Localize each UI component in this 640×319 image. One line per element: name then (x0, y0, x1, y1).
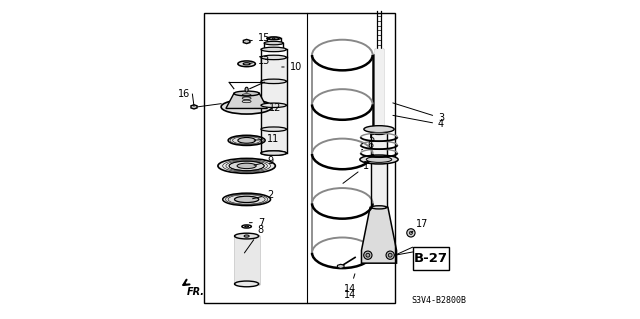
Circle shape (410, 231, 413, 234)
Bar (261, 57, 287, 153)
Ellipse shape (267, 37, 281, 40)
Ellipse shape (221, 100, 272, 114)
Ellipse shape (264, 41, 284, 45)
Text: 9: 9 (254, 156, 273, 166)
Text: S3V4-B2800B: S3V4-B2800B (412, 296, 467, 305)
Ellipse shape (223, 193, 271, 206)
Text: 5: 5 (362, 134, 374, 144)
Text: 3: 3 (393, 103, 444, 123)
Ellipse shape (245, 87, 248, 92)
Text: 16: 16 (177, 89, 190, 99)
Ellipse shape (261, 79, 287, 84)
Bar (234, 236, 259, 284)
Ellipse shape (371, 206, 387, 209)
Ellipse shape (234, 233, 259, 239)
Polygon shape (337, 264, 344, 269)
Text: 12: 12 (254, 103, 282, 114)
Text: 15: 15 (250, 33, 270, 43)
Ellipse shape (371, 130, 387, 135)
Ellipse shape (242, 225, 252, 228)
Text: 14: 14 (344, 274, 356, 294)
Ellipse shape (218, 159, 275, 173)
Text: 11: 11 (254, 134, 280, 144)
Circle shape (366, 253, 370, 257)
Circle shape (364, 251, 372, 259)
Ellipse shape (261, 151, 287, 155)
Ellipse shape (238, 61, 255, 67)
Ellipse shape (244, 226, 248, 227)
Text: 14: 14 (344, 290, 356, 300)
Circle shape (407, 229, 415, 237)
Ellipse shape (364, 126, 394, 133)
Bar (413, 247, 449, 270)
Text: FR.: FR. (187, 287, 205, 297)
Ellipse shape (366, 157, 392, 162)
Text: 13: 13 (250, 56, 270, 66)
Text: 4: 4 (393, 115, 444, 130)
Ellipse shape (261, 151, 287, 155)
Ellipse shape (244, 235, 249, 237)
Ellipse shape (269, 37, 279, 39)
Ellipse shape (261, 55, 287, 60)
Polygon shape (226, 93, 268, 108)
Ellipse shape (261, 103, 287, 108)
Polygon shape (362, 207, 397, 263)
Ellipse shape (261, 127, 287, 131)
Text: 8: 8 (244, 225, 264, 253)
Bar (371, 134, 387, 207)
Text: 6: 6 (362, 140, 374, 150)
Text: 7: 7 (250, 218, 264, 228)
Ellipse shape (234, 281, 259, 287)
Ellipse shape (229, 161, 264, 171)
Text: 17: 17 (411, 219, 428, 233)
Bar (374, 49, 383, 134)
Circle shape (386, 251, 394, 259)
Text: 10: 10 (282, 62, 302, 72)
Ellipse shape (238, 137, 255, 143)
Ellipse shape (243, 63, 250, 65)
Polygon shape (191, 105, 197, 109)
Ellipse shape (261, 47, 287, 52)
Ellipse shape (273, 38, 275, 39)
Polygon shape (243, 39, 250, 44)
Bar (204, 13, 395, 303)
Ellipse shape (237, 163, 256, 168)
Ellipse shape (228, 135, 265, 145)
Circle shape (388, 253, 392, 257)
Text: 2: 2 (253, 189, 274, 200)
Ellipse shape (234, 91, 259, 96)
Text: 1: 1 (343, 161, 369, 183)
Text: B-27: B-27 (414, 252, 448, 265)
Ellipse shape (234, 196, 259, 203)
Ellipse shape (360, 155, 398, 164)
